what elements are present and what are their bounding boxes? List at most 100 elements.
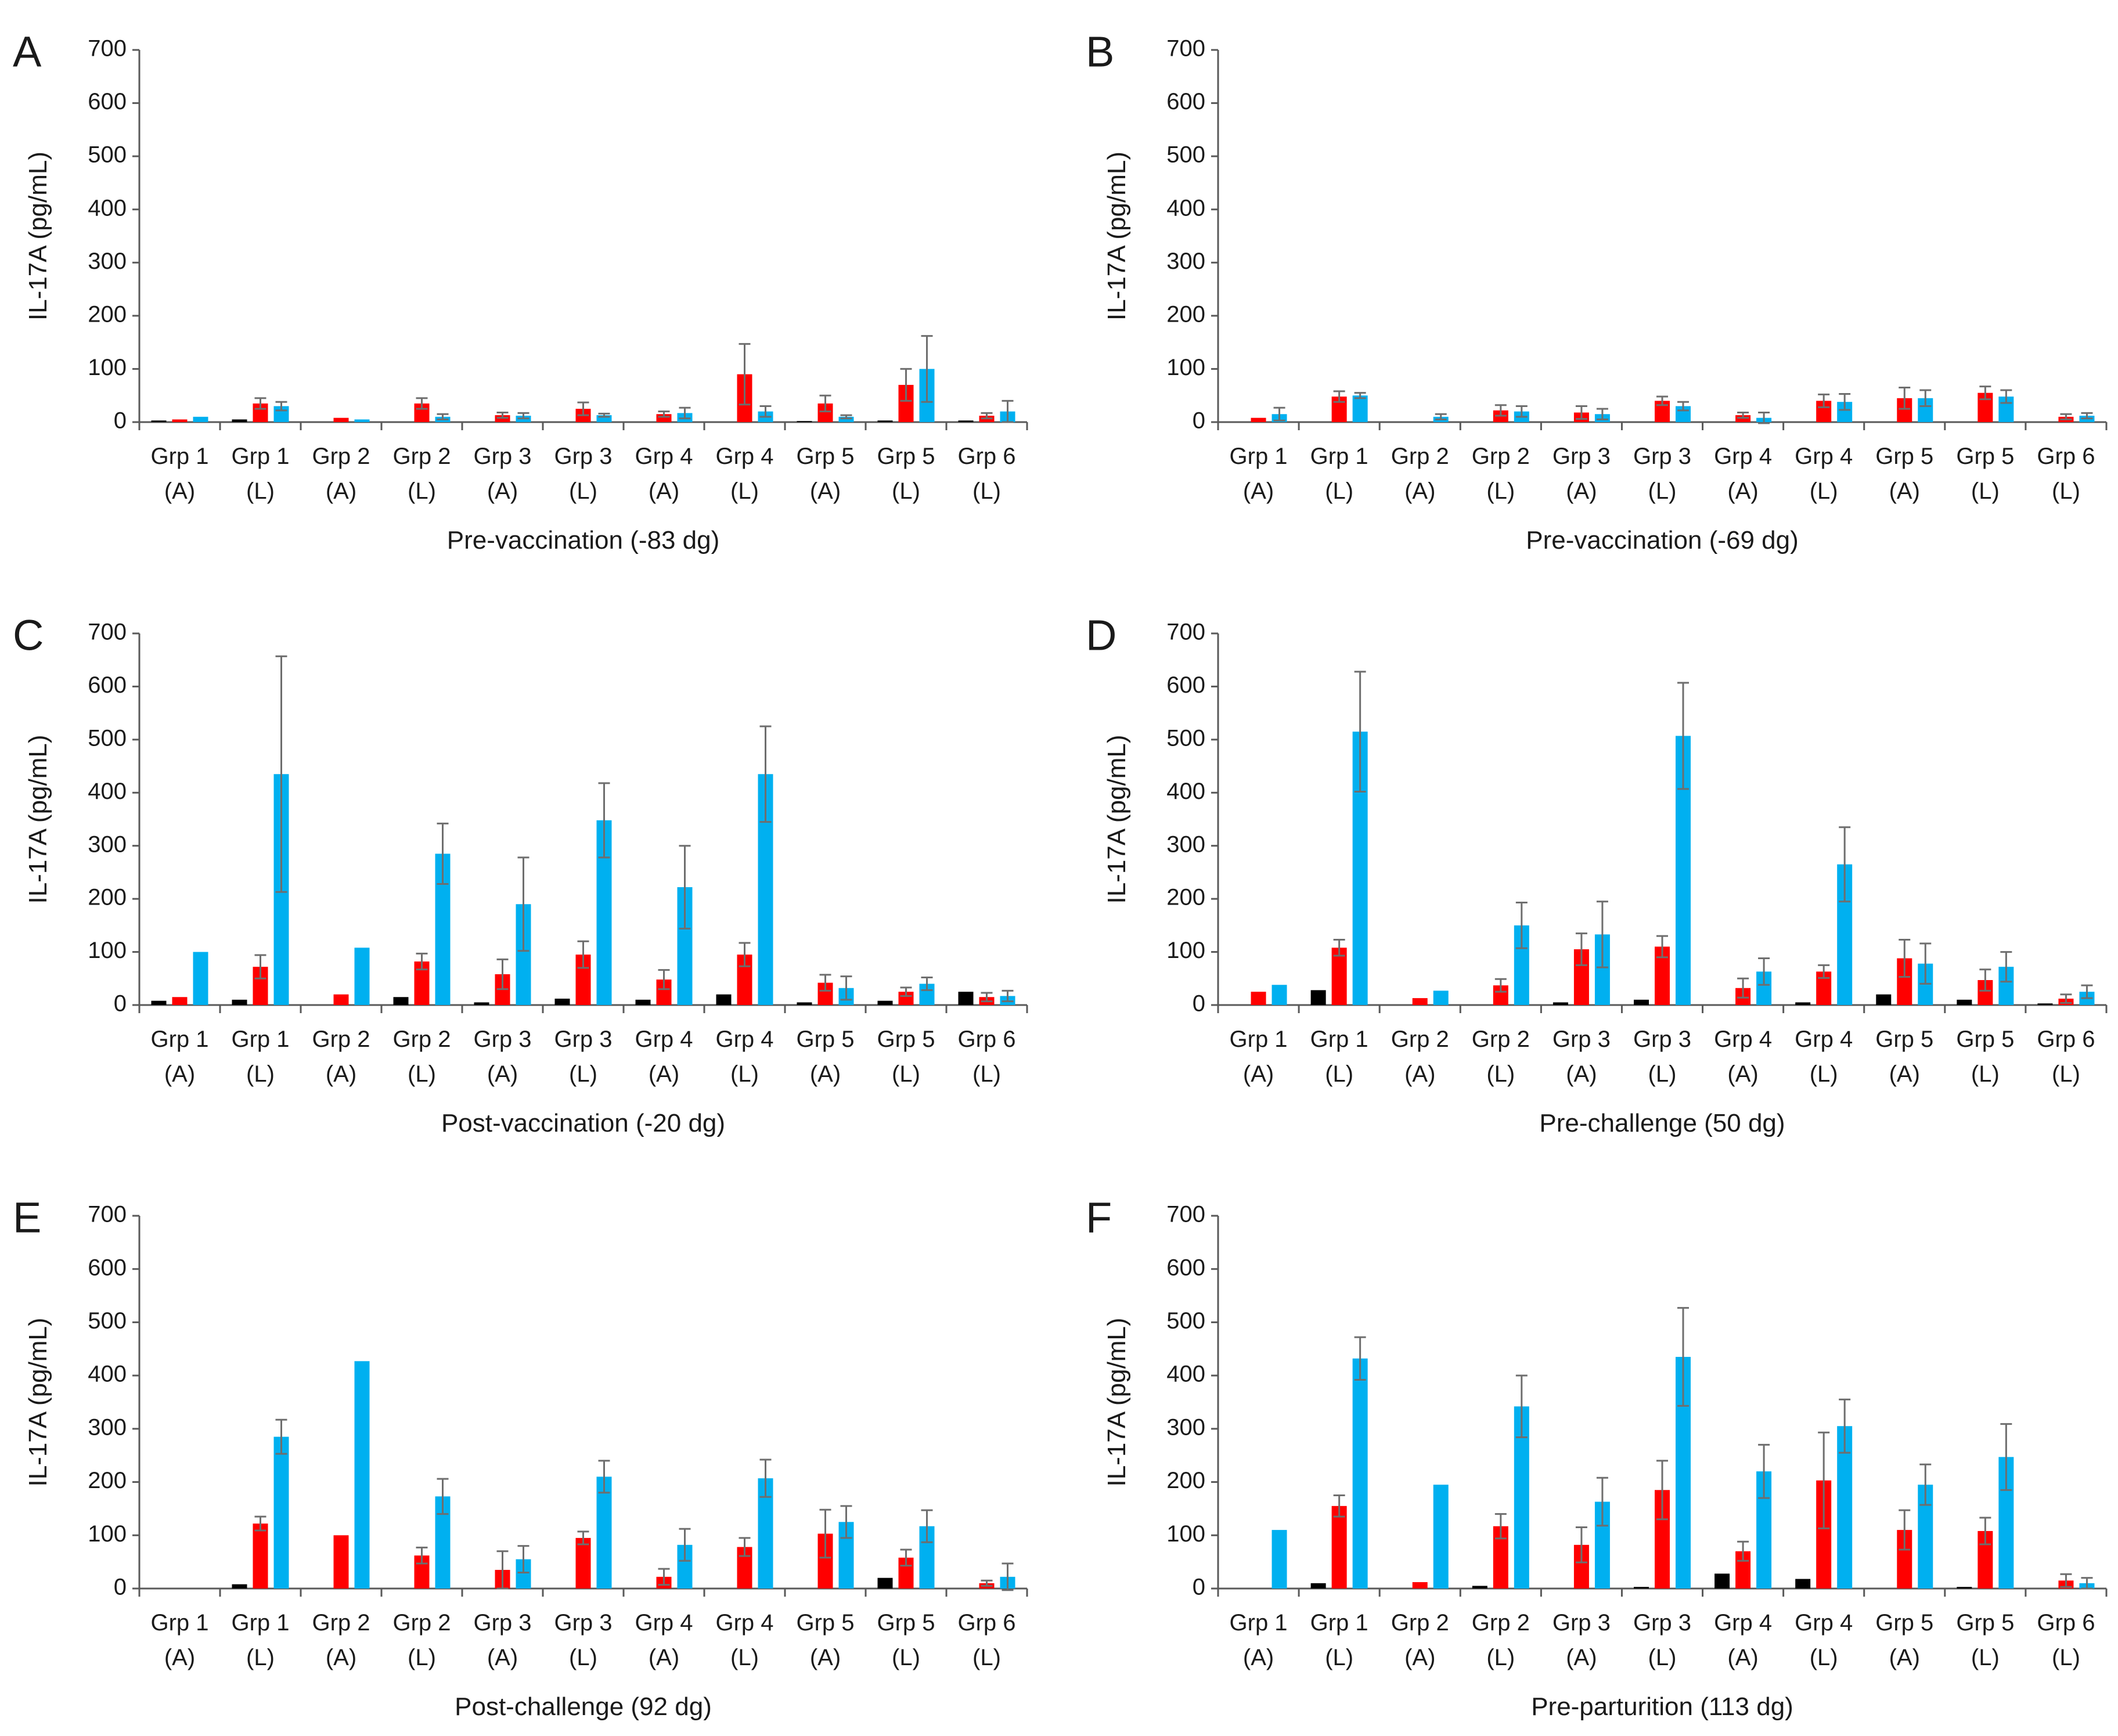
x-tick-label-sub: (A)	[164, 478, 195, 504]
bar-blue	[1433, 991, 1449, 1005]
bar-black	[958, 420, 974, 422]
y-tick-label: 600	[88, 89, 127, 114]
bar-blue	[193, 416, 208, 422]
x-tick-label-sub: (A)	[1243, 478, 1274, 504]
x-tick-label-group: Grp 1	[231, 444, 289, 469]
x-tick-label-sub: (L)	[972, 1061, 1001, 1087]
y-tick-label: 200	[88, 301, 127, 327]
x-tick-label-group: Grp 1	[150, 444, 208, 469]
x-tick-label-sub: (L)	[730, 478, 759, 504]
x-tick-label-sub: (A)	[1889, 1645, 1920, 1670]
bar-black	[1795, 1579, 1811, 1589]
y-tick-label: 200	[88, 885, 127, 910]
y-tick-label: 500	[1166, 1308, 1205, 1334]
x-tick-label-sub: (L)	[1810, 478, 1838, 504]
y-tick-label: 600	[1166, 1255, 1205, 1280]
y-tick-label: 200	[1166, 1468, 1205, 1493]
x-tick-label-group: Grp 1	[150, 1027, 208, 1052]
x-tick-label-sub: (L)	[246, 1645, 275, 1670]
panel-letter: A	[13, 28, 42, 76]
x-tick-label-group: Grp 1	[231, 1610, 289, 1636]
bar-red	[1412, 1582, 1428, 1589]
bar-black	[151, 1000, 167, 1005]
x-tick-label-sub: (L)	[569, 1645, 597, 1670]
bar-red	[172, 419, 188, 422]
y-axis-label: IL-17A (pg/mL)	[24, 734, 52, 903]
bar-red	[1331, 1506, 1347, 1589]
x-axis-label: Post-vaccination (-20 dg)	[441, 1109, 725, 1137]
y-tick-label: 200	[1166, 885, 1205, 910]
panel-letter: E	[13, 1194, 41, 1242]
x-tick-label-group: Grp 3	[1633, 444, 1691, 469]
x-tick-label-group: Grp 3	[1633, 1610, 1691, 1636]
panel-letter: D	[1086, 611, 1116, 660]
panel-letter: C	[13, 611, 44, 660]
x-tick-label-group: Grp 5	[1956, 1027, 2014, 1052]
x-tick-label-group: Grp 2	[312, 444, 370, 469]
x-tick-label-group: Grp 3	[1553, 1027, 1611, 1052]
x-tick-label-group: Grp 6	[957, 1027, 1015, 1052]
y-tick-label: 700	[88, 1202, 127, 1227]
bar-black	[958, 992, 974, 1005]
y-tick-label: 0	[1193, 408, 1205, 434]
y-tick-label: 500	[88, 725, 127, 751]
x-tick-label-sub: (A)	[810, 478, 841, 504]
x-tick-label-sub: (A)	[487, 1645, 518, 1670]
y-tick-label: 700	[1166, 36, 1205, 62]
x-tick-label-sub: (L)	[730, 1645, 759, 1670]
x-tick-label-sub: (L)	[1325, 1061, 1353, 1087]
y-tick-label: 600	[88, 672, 127, 698]
x-tick-label-sub: (A)	[487, 478, 518, 504]
x-tick-label-group: Grp 2	[1391, 1027, 1449, 1052]
bar-blue	[1433, 1485, 1449, 1589]
y-tick-label: 600	[1166, 672, 1205, 698]
x-tick-label-sub: (A)	[1727, 1645, 1758, 1670]
y-tick-label: 700	[1166, 1202, 1205, 1227]
x-tick-label-group: Grp 6	[2037, 444, 2095, 469]
bar-red	[1251, 992, 1266, 1005]
y-tick-label: 100	[1166, 1521, 1205, 1547]
bar-red	[575, 1537, 591, 1589]
x-tick-label-sub: (L)	[1325, 478, 1353, 504]
x-tick-label-sub: (L)	[1971, 1645, 2000, 1670]
chart-panel-c: C IL-17A (pg/mL) 0 100 200 300 400 500 600 700 Grp…	[13, 611, 1028, 1137]
x-tick-label-sub: (L)	[1810, 1645, 1838, 1670]
x-tick-label-group: Grp 3	[554, 1610, 612, 1636]
x-tick-label-group: Grp 3	[1553, 444, 1611, 469]
bar-red	[172, 997, 188, 1005]
bar-black	[151, 420, 167, 422]
y-tick-label: 500	[1166, 725, 1205, 751]
bar-black	[877, 1000, 893, 1005]
x-tick-label-group: Grp 2	[392, 444, 451, 469]
x-tick-label-group: Grp 5	[1875, 1027, 1933, 1052]
bar-red	[1412, 998, 1428, 1005]
bar-black	[877, 420, 893, 422]
x-tick-label-sub: (A)	[326, 478, 356, 504]
bar-red	[333, 1535, 349, 1589]
bar-red	[898, 992, 914, 1005]
y-tick-label: 300	[1166, 1414, 1205, 1440]
y-tick-label: 500	[88, 1308, 127, 1334]
x-tick-label-group: Grp 4	[1795, 444, 1853, 469]
x-tick-label-sub: (L)	[1486, 478, 1515, 504]
x-tick-label-sub: (L)	[1648, 478, 1677, 504]
x-tick-label-group: Grp 6	[2037, 1027, 2095, 1052]
y-tick-label: 400	[88, 779, 127, 804]
x-tick-label-group: Grp 6	[957, 1610, 1015, 1636]
y-tick-label: 100	[88, 1521, 127, 1547]
x-tick-label-group: Grp 3	[1553, 1610, 1611, 1636]
y-tick-label: 400	[1166, 1362, 1205, 1387]
x-tick-label-group: Grp 4	[1714, 1027, 1772, 1052]
x-tick-label-group: Grp 1	[1310, 1610, 1368, 1636]
x-tick-label-group: Grp 3	[554, 1027, 612, 1052]
x-tick-label-group: Grp 6	[2037, 1610, 2095, 1636]
x-tick-label-group: Grp 4	[635, 444, 693, 469]
bar-blue	[1352, 395, 1368, 422]
x-tick-label-group: Grp 5	[1956, 444, 2014, 469]
y-tick-label: 700	[88, 620, 127, 645]
y-tick-label: 600	[88, 1255, 127, 1280]
bar-black	[1553, 1002, 1568, 1005]
x-tick-label-sub: (A)	[487, 1061, 518, 1087]
x-tick-label-sub: (A)	[326, 1645, 356, 1670]
bar-black	[1957, 1587, 1972, 1589]
